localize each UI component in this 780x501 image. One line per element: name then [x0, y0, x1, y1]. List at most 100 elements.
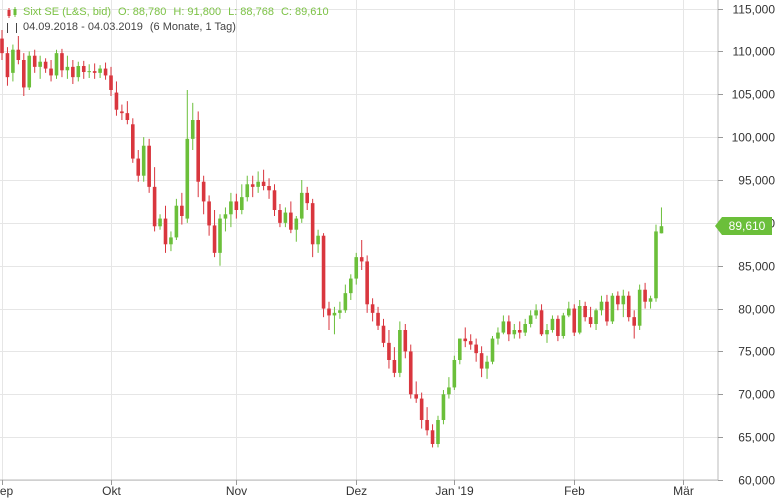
candle — [261, 169, 266, 191]
candle-body — [305, 192, 309, 204]
candle — [458, 338, 462, 365]
candle-body — [616, 295, 620, 305]
candle-body — [577, 306, 582, 333]
candle — [381, 318, 386, 348]
candle-body — [16, 49, 21, 60]
candle — [38, 55, 42, 79]
candle-body — [523, 324, 527, 333]
candle-body — [354, 257, 359, 279]
candle — [343, 284, 348, 313]
candle — [76, 61, 81, 82]
candle-body — [610, 295, 615, 322]
candle-body — [316, 235, 320, 245]
candle — [60, 48, 64, 78]
candle — [463, 327, 468, 348]
candle — [392, 347, 397, 378]
y-axis-ticks: 115,000110,000105,000100,00095,00090,000… — [718, 3, 775, 488]
candle-body — [131, 124, 135, 159]
candle-body — [125, 113, 130, 120]
candle — [583, 301, 587, 322]
y-tick-label: 85,000 — [738, 260, 775, 274]
candle-body — [496, 332, 500, 339]
candle-body — [278, 210, 282, 223]
candle — [212, 210, 217, 258]
candle-body — [343, 293, 348, 311]
x-tick-label: Feb — [564, 484, 585, 498]
candlestick-icon — [6, 6, 18, 19]
candle — [87, 64, 91, 78]
candle — [272, 184, 277, 216]
candle-body — [545, 330, 549, 335]
candle-body — [626, 295, 631, 318]
candle-body — [49, 68, 53, 76]
candle-body — [659, 226, 664, 234]
candle-body — [447, 387, 451, 395]
candle-body — [419, 398, 424, 420]
candle-body — [234, 201, 239, 210]
candle — [370, 298, 375, 322]
candle — [545, 324, 549, 343]
legend-open: O: 88,780 — [118, 6, 167, 18]
candle-body — [501, 321, 506, 333]
candle-body — [38, 61, 42, 67]
candle — [507, 315, 511, 342]
candle — [49, 60, 53, 82]
candle — [556, 315, 560, 342]
candle-body — [0, 38, 4, 54]
candle — [240, 184, 244, 215]
candle-body — [528, 315, 533, 324]
candle-body — [370, 304, 375, 313]
candle-body — [223, 214, 228, 219]
grid-lines — [0, 0, 718, 481]
chart-legend: Sixt SE (L&S, bid) O: 88,780 H: 91,800 L… — [6, 5, 329, 35]
candle — [158, 214, 162, 230]
candle-body — [71, 66, 75, 78]
candle — [414, 381, 418, 403]
x-tick-label: Okt — [102, 484, 121, 498]
candle-body — [103, 68, 108, 76]
candle — [201, 175, 206, 215]
candle-body — [196, 120, 200, 182]
candle — [196, 111, 200, 198]
candle-body — [392, 360, 397, 373]
candle-body — [436, 420, 440, 444]
y-tick-label: 80,000 — [738, 303, 775, 317]
candle-body — [174, 205, 179, 238]
candle-body — [169, 237, 173, 245]
candle-body — [240, 197, 244, 210]
candle — [430, 424, 435, 448]
candle-body — [414, 394, 418, 399]
candle-body — [207, 201, 211, 226]
candle-body — [583, 306, 587, 318]
candle — [490, 336, 495, 365]
candle — [229, 192, 233, 228]
candle-body — [283, 212, 288, 223]
candle — [321, 233, 326, 318]
candle — [278, 204, 282, 228]
candle-body — [327, 308, 331, 316]
candle-body — [201, 181, 206, 202]
candle-body — [654, 231, 658, 299]
candle-body — [594, 310, 598, 324]
candle-body — [136, 158, 141, 176]
y-tick-label: 75,000 — [738, 345, 775, 359]
candle — [398, 321, 402, 378]
candle — [65, 55, 70, 79]
candle-body — [534, 310, 538, 316]
candle — [27, 51, 32, 90]
candle — [310, 198, 315, 258]
candle-body — [163, 218, 168, 245]
legend-high: H: 91,800 — [173, 6, 222, 18]
candle-body — [87, 71, 91, 73]
y-tick-label: 70,000 — [738, 388, 775, 402]
candle-body — [310, 203, 315, 245]
date-range-icon — [6, 22, 18, 34]
candle-body — [430, 430, 435, 444]
x-tick-label: Mär — [673, 484, 694, 498]
candle-body — [556, 318, 560, 336]
candle — [605, 294, 609, 326]
candle-body — [474, 344, 478, 354]
y-tick-label: 105,000 — [732, 88, 776, 102]
candle-body — [272, 190, 277, 210]
candle — [338, 301, 342, 319]
